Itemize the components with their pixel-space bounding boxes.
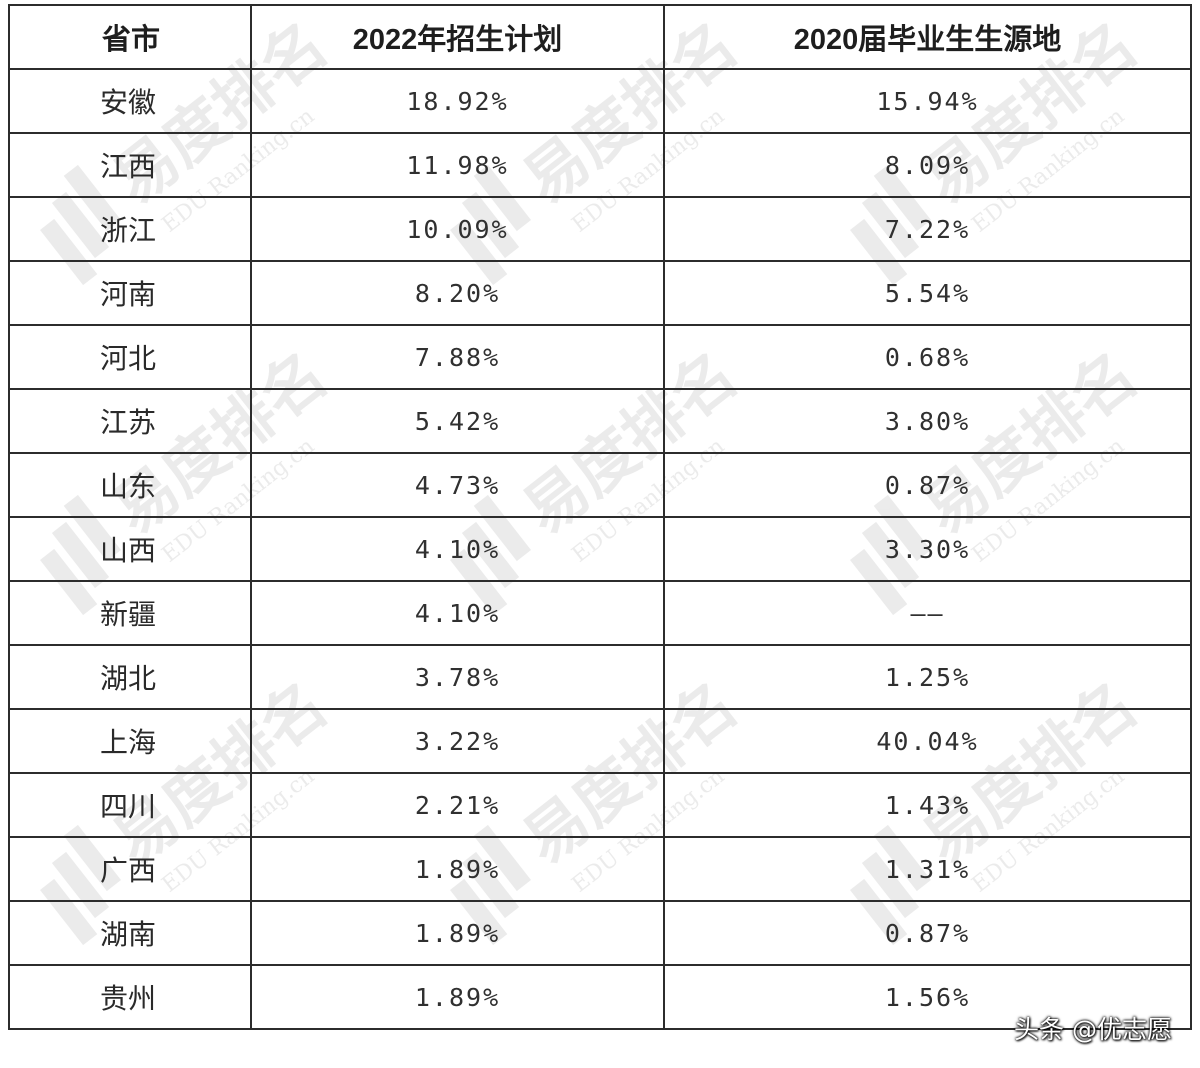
province-cell: 山西 <box>8 516 252 582</box>
plan-2022-cell: 1.89% <box>250 900 665 966</box>
plan-2022-cell: 7.88% <box>250 324 665 390</box>
province-cell: 广西 <box>8 836 252 902</box>
plan-2022-cell: 4.73% <box>250 452 665 518</box>
source-2020-cell: 1.25% <box>663 644 1192 710</box>
province-cell: 江西 <box>8 132 252 198</box>
plan-2022-cell: 4.10% <box>250 580 665 646</box>
table-row: 广西 1.89% 1.31% <box>8 836 1192 902</box>
header-source-2020: 2020届毕业生生源地 <box>663 4 1192 70</box>
province-cell: 上海 <box>8 708 252 774</box>
table-header-row: 省市 2022年招生计划 2020届毕业生生源地 <box>8 4 1192 70</box>
plan-2022-cell: 10.09% <box>250 196 665 262</box>
source-credit-watermark: 头条 @优志愿 <box>1014 1015 1172 1044</box>
source-2020-cell: 7.22% <box>663 196 1192 262</box>
plan-2022-cell: 2.21% <box>250 772 665 838</box>
table-row: 贵州 1.89% 1.56% <box>8 964 1192 1030</box>
plan-2022-cell: 1.89% <box>250 964 665 1030</box>
plan-2022-cell: 11.98% <box>250 132 665 198</box>
table-row: 江苏 5.42% 3.80% <box>8 388 1192 454</box>
province-cell: 河北 <box>8 324 252 390</box>
source-2020-cell: 8.09% <box>663 132 1192 198</box>
source-2020-cell: 5.54% <box>663 260 1192 326</box>
header-province: 省市 <box>8 4 252 70</box>
source-2020-cell: —— <box>663 580 1192 646</box>
source-2020-cell: 3.80% <box>663 388 1192 454</box>
plan-2022-cell: 5.42% <box>250 388 665 454</box>
table-row: 安徽 18.92% 15.94% <box>8 68 1192 134</box>
province-cell: 山东 <box>8 452 252 518</box>
plan-2022-cell: 18.92% <box>250 68 665 134</box>
province-cell: 湖北 <box>8 644 252 710</box>
province-cell: 湖南 <box>8 900 252 966</box>
source-2020-cell: 0.87% <box>663 900 1192 966</box>
province-cell: 四川 <box>8 772 252 838</box>
table-row: 四川 2.21% 1.43% <box>8 772 1192 838</box>
header-plan-2022: 2022年招生计划 <box>250 4 665 70</box>
table-row: 山东 4.73% 0.87% <box>8 452 1192 518</box>
table-row: 江西 11.98% 8.09% <box>8 132 1192 198</box>
source-2020-cell: 1.43% <box>663 772 1192 838</box>
enrollment-table: 省市 2022年招生计划 2020届毕业生生源地 安徽 18.92% 15.94… <box>8 4 1192 1030</box>
province-cell: 安徽 <box>8 68 252 134</box>
table-row: 浙江 10.09% 7.22% <box>8 196 1192 262</box>
table-row: 河北 7.88% 0.68% <box>8 324 1192 390</box>
table-row: 山西 4.10% 3.30% <box>8 516 1192 582</box>
province-cell: 浙江 <box>8 196 252 262</box>
source-2020-cell: 15.94% <box>663 68 1192 134</box>
plan-2022-cell: 3.78% <box>250 644 665 710</box>
table-row: 河南 8.20% 5.54% <box>8 260 1192 326</box>
table-row: 上海 3.22% 40.04% <box>8 708 1192 774</box>
province-cell: 江苏 <box>8 388 252 454</box>
table-row: 新疆 4.10% —— <box>8 580 1192 646</box>
source-2020-cell: 0.68% <box>663 324 1192 390</box>
province-cell: 贵州 <box>8 964 252 1030</box>
province-cell: 新疆 <box>8 580 252 646</box>
table-row: 湖南 1.89% 0.87% <box>8 900 1192 966</box>
plan-2022-cell: 1.89% <box>250 836 665 902</box>
source-2020-cell: 0.87% <box>663 452 1192 518</box>
plan-2022-cell: 4.10% <box>250 516 665 582</box>
plan-2022-cell: 8.20% <box>250 260 665 326</box>
province-cell: 河南 <box>8 260 252 326</box>
plan-2022-cell: 3.22% <box>250 708 665 774</box>
table-row: 湖北 3.78% 1.25% <box>8 644 1192 710</box>
source-2020-cell: 1.56% <box>663 964 1192 1030</box>
source-2020-cell: 1.31% <box>663 836 1192 902</box>
source-2020-cell: 3.30% <box>663 516 1192 582</box>
source-2020-cell: 40.04% <box>663 708 1192 774</box>
